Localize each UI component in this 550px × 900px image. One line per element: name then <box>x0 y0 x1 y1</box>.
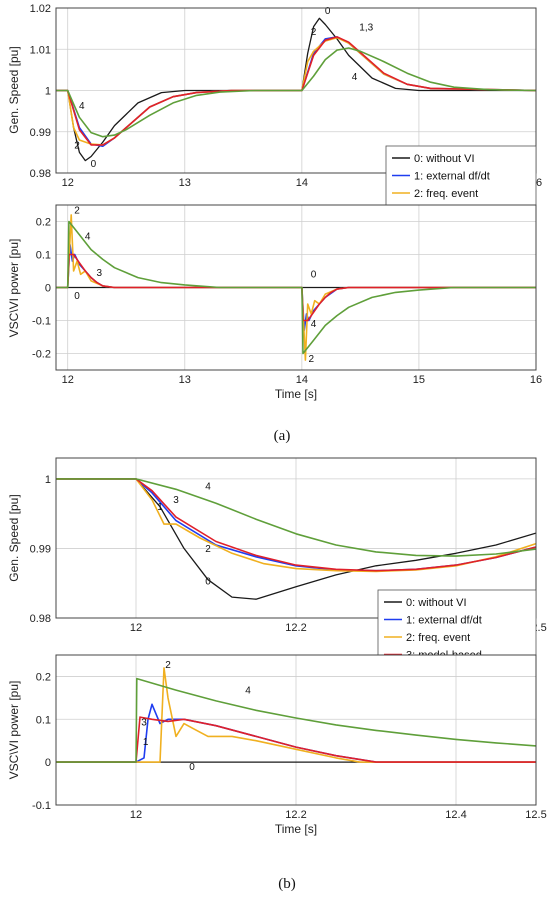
series-line-0 <box>56 478 536 600</box>
series-annotation: 1 <box>157 502 163 513</box>
caption-b: (b) <box>278 876 296 892</box>
series-annotation: 2 <box>308 354 314 365</box>
x-tick-label: 12.4 <box>445 809 466 821</box>
caption-a: (a) <box>274 428 291 444</box>
x-tick-label: 16 <box>530 374 542 386</box>
panel-a-bottom-power: 12 13 14 15 16 -0.2 -0.1 0 0.1 0.2 2 4 3 0 0 4 2 VSC\VI p… <box>7 204 542 401</box>
series-annotation: 0 <box>205 577 211 588</box>
x-tick-label: 12 <box>62 177 74 189</box>
x-tick-label: 15 <box>413 374 425 386</box>
x-axis-label: Time [s] <box>275 387 317 401</box>
series-annotation: 2 <box>74 205 80 216</box>
series-annotation: 2 <box>205 544 211 555</box>
legend-entry: 0: without VI <box>406 597 467 609</box>
series-line-4 <box>56 677 536 763</box>
y-tick-label: 0.98 <box>30 168 51 180</box>
y-axis-label: VSC\VI power [pu] <box>7 681 21 780</box>
series-annotation: 3 <box>141 718 147 729</box>
series-line-3 <box>56 716 536 763</box>
series-line-3 <box>56 36 536 146</box>
y-tick-label: 1 <box>45 474 51 486</box>
y-tick-label: 0 <box>45 757 51 769</box>
series-annotation: 4 <box>85 232 91 243</box>
y-tick-label: 0.1 <box>36 714 51 726</box>
y-tick-label: 1.02 <box>30 3 51 15</box>
x-tick-label: 12 <box>62 374 74 386</box>
series-line-4 <box>56 478 536 557</box>
series-annotation: 0 <box>189 762 195 773</box>
series-annotation: 0 <box>311 270 317 281</box>
x-tick-label: 12.2 <box>285 622 306 634</box>
plot-frame <box>55 654 537 806</box>
y-tick-label: -0.1 <box>32 316 51 328</box>
plot-frame <box>55 457 537 619</box>
series-annotation: 2 <box>165 660 171 671</box>
series-line-4 <box>56 47 536 138</box>
y-tick-label: 1 <box>45 86 51 98</box>
x-tick-label: 14 <box>296 374 308 386</box>
x-tick-label: 14 <box>296 177 308 189</box>
series-annotation: 2 <box>74 140 80 151</box>
y-tick-label: 0.99 <box>30 127 51 139</box>
series-line-4 <box>56 220 536 355</box>
series-annotation: 0 <box>74 291 80 302</box>
y-tick-label: -0.1 <box>32 800 51 812</box>
series-line-3 <box>56 253 536 322</box>
y-tick-label: 0 <box>45 283 51 295</box>
series-annotation: 4 <box>205 481 211 492</box>
series-line-3 <box>56 478 536 572</box>
legend-entry: 2: freq. event <box>414 188 478 200</box>
plot-frame <box>55 7 537 174</box>
series-annotation: 4 <box>245 686 251 697</box>
series-annotation: 2 <box>311 27 317 38</box>
x-tick-label: 13 <box>179 177 191 189</box>
series-annotation: 1,3 <box>359 23 373 34</box>
plot-frame <box>55 204 537 371</box>
x-axis-label: Time [s] <box>275 822 317 836</box>
y-tick-label: 0.1 <box>36 250 51 262</box>
series-annotation: 3 <box>173 495 179 506</box>
x-tick-label: 12 <box>130 809 142 821</box>
panel-a-top-speed: 12131415160.980.9911.011.02420021,34Gen.… <box>7 3 542 239</box>
y-tick-label: 0.2 <box>36 217 51 229</box>
series-annotation: 4 <box>352 72 358 83</box>
x-tick-label: 12.2 <box>285 809 306 821</box>
y-tick-label: -0.2 <box>32 349 51 361</box>
y-axis-label: Gen. Speed [pu] <box>7 46 21 133</box>
legend-entry: 1: external df/dt <box>414 171 490 183</box>
y-tick-label: 1.01 <box>30 44 51 56</box>
x-tick-label: 12 <box>130 622 142 634</box>
y-axis-label: Gen. Speed [pu] <box>7 494 21 581</box>
legend-entry: 1: external df/dt <box>406 615 482 627</box>
series-annotation: 0 <box>325 6 331 17</box>
series-annotation: 4 <box>79 101 85 112</box>
y-axis-label: VSC\VI power [pu] <box>7 239 21 338</box>
series-line-2 <box>56 667 536 763</box>
series-annotation: 0 <box>91 159 97 170</box>
series-annotation: 3 <box>97 268 103 279</box>
x-tick-label: 12.5 <box>525 809 546 821</box>
series-annotation: 4 <box>311 319 317 330</box>
x-tick-label: 13 <box>179 374 191 386</box>
y-tick-label: 0.99 <box>30 543 51 555</box>
legend-entry: 2: freq. event <box>406 632 470 644</box>
legend-entry: 0: without VI <box>414 153 475 165</box>
panel-b-bottom-power: 12 12.2 12.4 12.5 -0.1 0 0.1 0.2 2 4 3 1 0 VSC\VI pow… <box>7 654 547 836</box>
y-tick-label: 0.98 <box>30 613 51 625</box>
y-tick-label: 0.2 <box>36 671 51 683</box>
series-annotation: 1 <box>143 737 149 748</box>
